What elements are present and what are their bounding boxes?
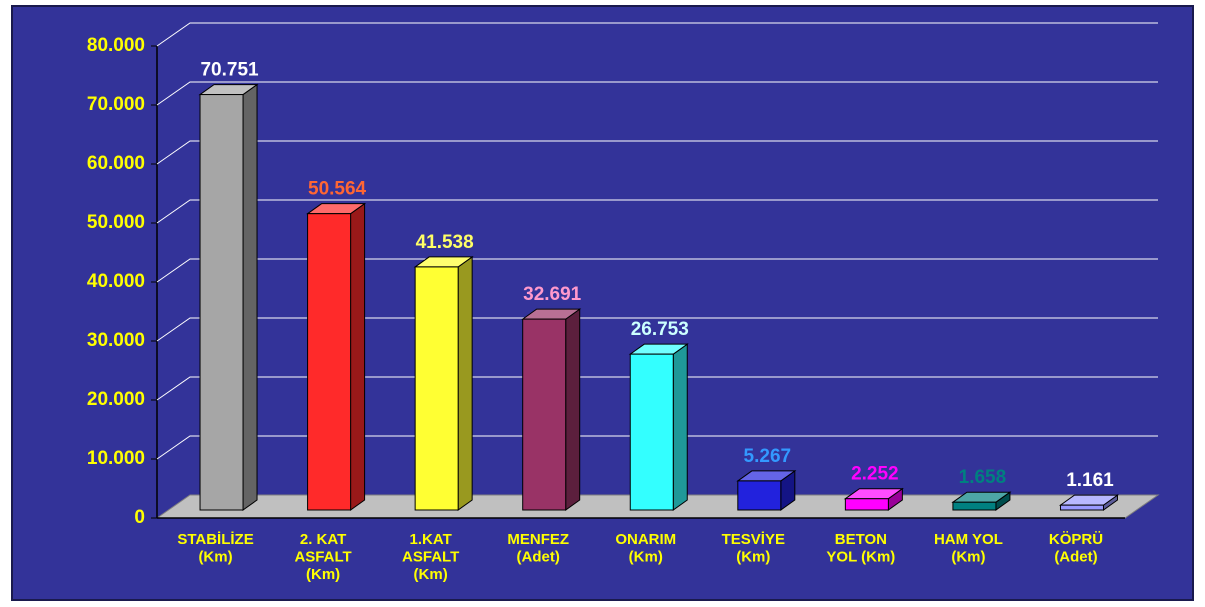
x-tick-label: TESVİYE [722, 531, 785, 548]
x-tick-label: (Adet) [517, 548, 560, 565]
x-tick-label: 1.KAT [410, 531, 452, 548]
grid-line [156, 317, 1158, 342]
bar [952, 501, 997, 511]
x-tick-label: ONARIM [615, 531, 676, 548]
x-tick-label: STABİLİZE [177, 531, 253, 548]
y-tick-label: 40.000 [87, 271, 145, 292]
x-tick-label: BETON [835, 531, 887, 548]
x-tick-label: (Km) [198, 548, 232, 565]
y-tick-label: 80.000 [87, 35, 145, 56]
y-tick-label: 60.000 [87, 153, 145, 174]
x-tick-label: (Km) [951, 548, 985, 565]
bar-side [457, 255, 473, 511]
x-tick-label: (Km) [414, 566, 448, 583]
bar [629, 353, 674, 511]
x-tick-label: ASFALT [294, 548, 351, 565]
x-tick-label: KÖPRÜ [1049, 531, 1103, 548]
data-label: 70.751 [200, 60, 259, 81]
bar [737, 480, 782, 511]
grid-line [156, 81, 1158, 106]
bar [199, 94, 244, 511]
x-tick-label: ASFALT [402, 548, 459, 565]
bar [414, 266, 459, 511]
data-label: 50.564 [308, 179, 367, 200]
x-tick-label: HAM YOL [934, 531, 1003, 548]
data-label: 2.252 [851, 464, 899, 485]
bar [844, 498, 889, 511]
bar [1059, 504, 1104, 511]
data-label: 26.753 [631, 319, 689, 340]
grid-line [156, 258, 1158, 283]
x-tick-label: (Km) [629, 548, 663, 565]
y-tick-label: 0 [134, 507, 145, 528]
y-tick-label: 20.000 [87, 389, 145, 410]
x-tick-label: (Km) [736, 548, 770, 565]
bar-side [350, 202, 366, 511]
y-tick-label: 30.000 [87, 330, 145, 351]
data-label: 1.161 [1066, 470, 1114, 491]
data-label: 5.267 [744, 446, 792, 467]
grid-line [156, 376, 1158, 401]
grid-line [156, 199, 1158, 224]
bar [522, 318, 567, 511]
bar-side [672, 343, 688, 511]
y-tick-label: 70.000 [87, 94, 145, 115]
y-tick-label: 50.000 [87, 212, 145, 233]
x-tick-label: MENFEZ [507, 531, 569, 548]
data-label: 1.658 [959, 467, 1007, 488]
x-tick-label: (Km) [306, 566, 340, 583]
bar-side [565, 308, 581, 511]
grid-line [156, 435, 1158, 460]
y-tick-label: 10.000 [87, 448, 145, 469]
data-label: 41.538 [416, 232, 474, 253]
x-tick-label: 2. KAT [300, 531, 346, 548]
grid-line [156, 140, 1158, 165]
data-label: 32.691 [523, 284, 582, 305]
grid-line [156, 22, 1158, 47]
bar [307, 213, 352, 511]
x-tick-label: YOL (Km) [826, 548, 895, 565]
x-tick-label: (Adet) [1054, 548, 1097, 565]
bar-side [242, 83, 258, 511]
